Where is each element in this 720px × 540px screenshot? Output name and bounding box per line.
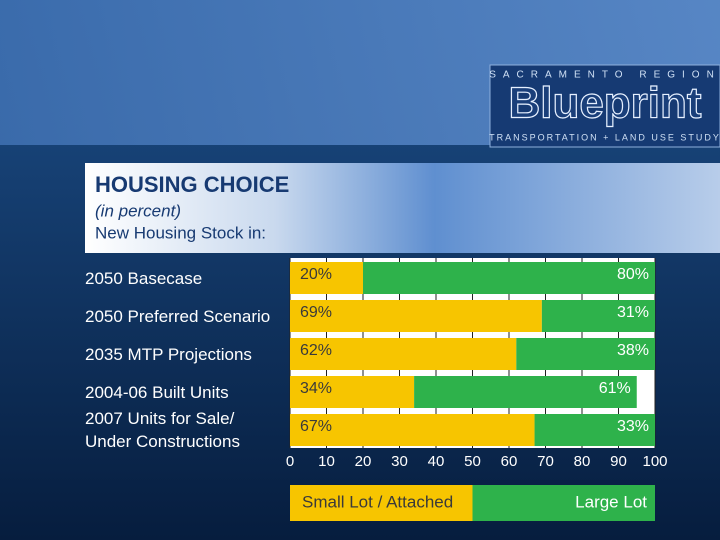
logo-region: SACRAMENTO REGION (489, 70, 720, 81)
value-label: 61% (599, 380, 631, 397)
value-label: 31% (617, 304, 649, 321)
x-tick-label: 30 (391, 453, 408, 470)
value-label: 69% (300, 304, 332, 321)
logo-brand: Blueprint (508, 79, 701, 128)
bar-segment (290, 414, 535, 446)
chart-caption: New Housing Stock in: (95, 223, 266, 242)
legend-label: Small Lot / Attached (302, 492, 453, 511)
category-label: 2004-06 Built Units (85, 382, 229, 402)
value-label: 33% (617, 418, 649, 435)
x-tick-label: 80 (574, 453, 591, 470)
x-tick-label: 0 (286, 453, 294, 470)
category-label: 2035 MTP Projections (85, 344, 252, 364)
chart-title: HOUSING CHOICE (95, 172, 289, 197)
bar-segment (290, 262, 363, 294)
x-tick-label: 10 (318, 453, 335, 470)
category-label: 2050 Basecase (85, 268, 203, 288)
x-tick-label: 40 (428, 453, 445, 470)
bar-segment (290, 338, 517, 370)
value-label: 34% (300, 380, 332, 397)
value-label: 67% (300, 418, 332, 435)
value-label: 62% (300, 342, 332, 359)
title-box (85, 163, 720, 253)
legend-swatch (472, 485, 655, 521)
legend-label: Large Lot (575, 492, 647, 511)
x-tick-label: 70 (537, 453, 554, 470)
logo-box (489, 64, 720, 148)
logo-study: TRANSPORTATION + LAND USE STUDY (489, 132, 720, 142)
bar-segment (414, 376, 637, 408)
value-label: 38% (617, 342, 649, 359)
x-tick-label: 50 (464, 453, 481, 470)
bar-segment (541, 300, 655, 332)
bar-segment (534, 414, 655, 446)
x-tick-label: 20 (355, 453, 372, 470)
category-label: 2007 Units for Sale/ Under Constructions (85, 409, 240, 451)
chart-subtitle: (in percent) (95, 201, 181, 220)
bar-segment (363, 262, 655, 294)
x-tick-label: 100 (642, 453, 667, 470)
value-label: 80% (617, 266, 649, 283)
bar-segment (290, 300, 542, 332)
legend-swatch (290, 485, 473, 521)
bar-segment (516, 338, 655, 370)
x-tick-label: 60 (501, 453, 518, 470)
bar-segment (290, 376, 415, 408)
category-label: 2050 Preferred Scenario (85, 306, 271, 326)
x-tick-label: 90 (610, 453, 627, 470)
value-label: 20% (300, 266, 332, 283)
